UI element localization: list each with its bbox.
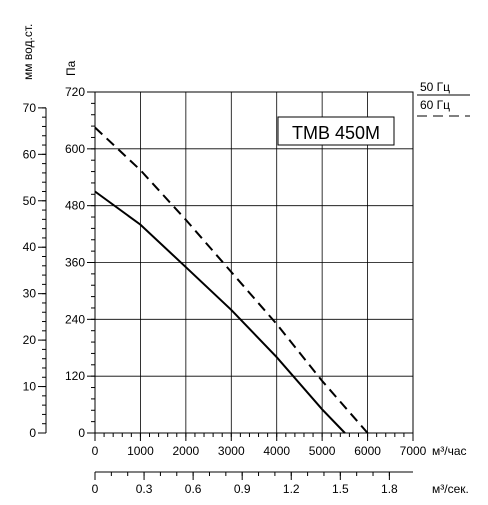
legend: 50 Гц 60 Гц <box>417 80 470 117</box>
legend-50hz-label: 50 Гц <box>420 80 450 94</box>
x-axis-label: м³/час <box>432 444 467 458</box>
x2-tick-label: 0.6 <box>185 482 202 496</box>
pa-tick-label: 600 <box>65 142 85 156</box>
pa-tick-label: 0 <box>78 426 85 440</box>
mm-tick-label: 20 <box>23 333 37 347</box>
x-tick-label: 6000 <box>354 444 381 458</box>
x2-tick-label: 0.9 <box>234 482 251 496</box>
curve-60hz <box>94 126 369 434</box>
curve-50hz <box>94 190 346 434</box>
x2-tick-label: 1.8 <box>381 482 398 496</box>
pa-axis-label: Па <box>64 60 78 76</box>
mm-tick-label: 70 <box>23 101 37 115</box>
grid-lines <box>94 91 414 434</box>
model-label-box <box>277 116 395 146</box>
x-tick-label: 2000 <box>173 444 200 458</box>
x2-tick-label: 0 <box>92 482 99 496</box>
mm-tick-label: 10 <box>23 380 37 394</box>
x-tick-label: 1000 <box>127 444 154 458</box>
x-tick-label: 7000 <box>400 444 427 458</box>
x2-tick-label: 1.5 <box>332 482 349 496</box>
axis-labels: 0 120 240 360 480 600 720 0 10 20 30 40 50 60 70 0 1000 2… <box>23 85 427 496</box>
mm-tick-label: 40 <box>23 240 37 254</box>
axes <box>38 91 414 480</box>
model-label: ТМВ 450М <box>292 123 380 143</box>
x2-tick-label: 0.3 <box>136 482 153 496</box>
x-tick-label: 3000 <box>218 444 245 458</box>
mm-tick-label: 30 <box>23 287 37 301</box>
mm-axis-label: мм вод.ст. <box>21 24 35 80</box>
mm-tick-label: 0 <box>29 426 36 440</box>
x-tick-label: 0 <box>92 444 99 458</box>
mm-tick-label: 50 <box>23 194 37 208</box>
pa-tick-label: 360 <box>65 256 85 270</box>
pa-tick-label: 720 <box>65 85 85 99</box>
x2-tick-label: 1.2 <box>283 482 300 496</box>
pa-tick-label: 240 <box>65 312 85 326</box>
x-tick-label: 4000 <box>263 444 290 458</box>
curves <box>94 126 369 434</box>
pa-tick-label: 120 <box>65 369 85 383</box>
legend-60hz-label: 60 Гц <box>420 98 450 112</box>
mm-tick-label: 60 <box>23 147 37 161</box>
x-tick-label: 5000 <box>309 444 336 458</box>
pa-tick-label: 480 <box>65 199 85 213</box>
x2-axis-label: м³/сек. <box>432 482 469 496</box>
